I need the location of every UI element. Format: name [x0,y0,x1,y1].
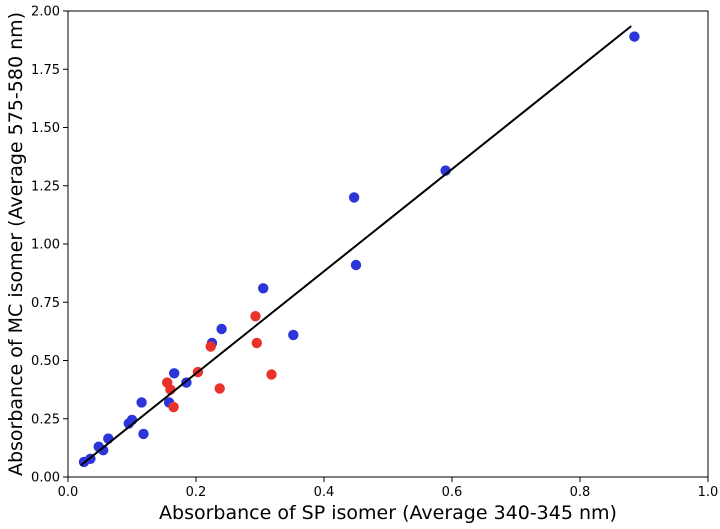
data-point-s0-16 [348,192,360,203]
data-point-s0-19 [629,31,640,42]
fit-line [80,25,632,467]
data-point-s0-15 [288,329,299,341]
y-tick-label: 0.50 [31,354,60,369]
data-point-s0-13 [216,323,227,335]
data-point-s0-17 [350,259,362,271]
x-tick-label: 0.8 [570,485,591,500]
data-point-s1-4 [205,341,216,352]
data-point-s0-10 [169,368,180,379]
x-axis-label: Absorbance of SP isomer (Average 340-345… [159,502,617,524]
plot-frame [67,10,709,478]
data-point-s0-14 [258,283,269,294]
data-point-s1-5 [214,383,225,394]
data-point-s0-8 [138,428,149,440]
y-tick-label: 0.75 [31,296,60,311]
x-tick-label: 0.6 [442,485,463,500]
x-tick-label: 1.0 [698,485,719,500]
y-tick-label: 0.00 [31,471,60,486]
data-point-s1-2 [168,401,179,413]
data-point-s0-7 [136,397,147,408]
chart-marks [78,25,640,468]
x-axis: 0.0 0.2 0.4 0.6 0.8 1.0 [58,477,719,500]
data-point-s1-8 [266,369,277,380]
x-tick-label: 0.4 [314,485,335,500]
x-tick-label: 0.2 [186,485,207,500]
data-point-s0-3 [98,445,109,456]
y-axis: 0.00 0.25 0.50 0.75 1.00 1.25 1.50 1.75 2.00 [31,5,68,486]
x-tick-label: 0.0 [58,485,79,500]
y-tick-label: 1.25 [31,179,60,194]
y-tick-label: 1.00 [31,238,60,253]
y-axis-label: Absorbance of MC isomer (Average 575-580… [5,12,27,476]
y-tick-label: 1.50 [31,121,60,136]
data-point-s1-7 [251,337,262,349]
y-tick-label: 2.00 [31,5,60,20]
data-point-s1-6 [250,311,261,322]
y-tick-label: 1.75 [31,63,60,78]
y-tick-label: 0.25 [31,412,60,427]
